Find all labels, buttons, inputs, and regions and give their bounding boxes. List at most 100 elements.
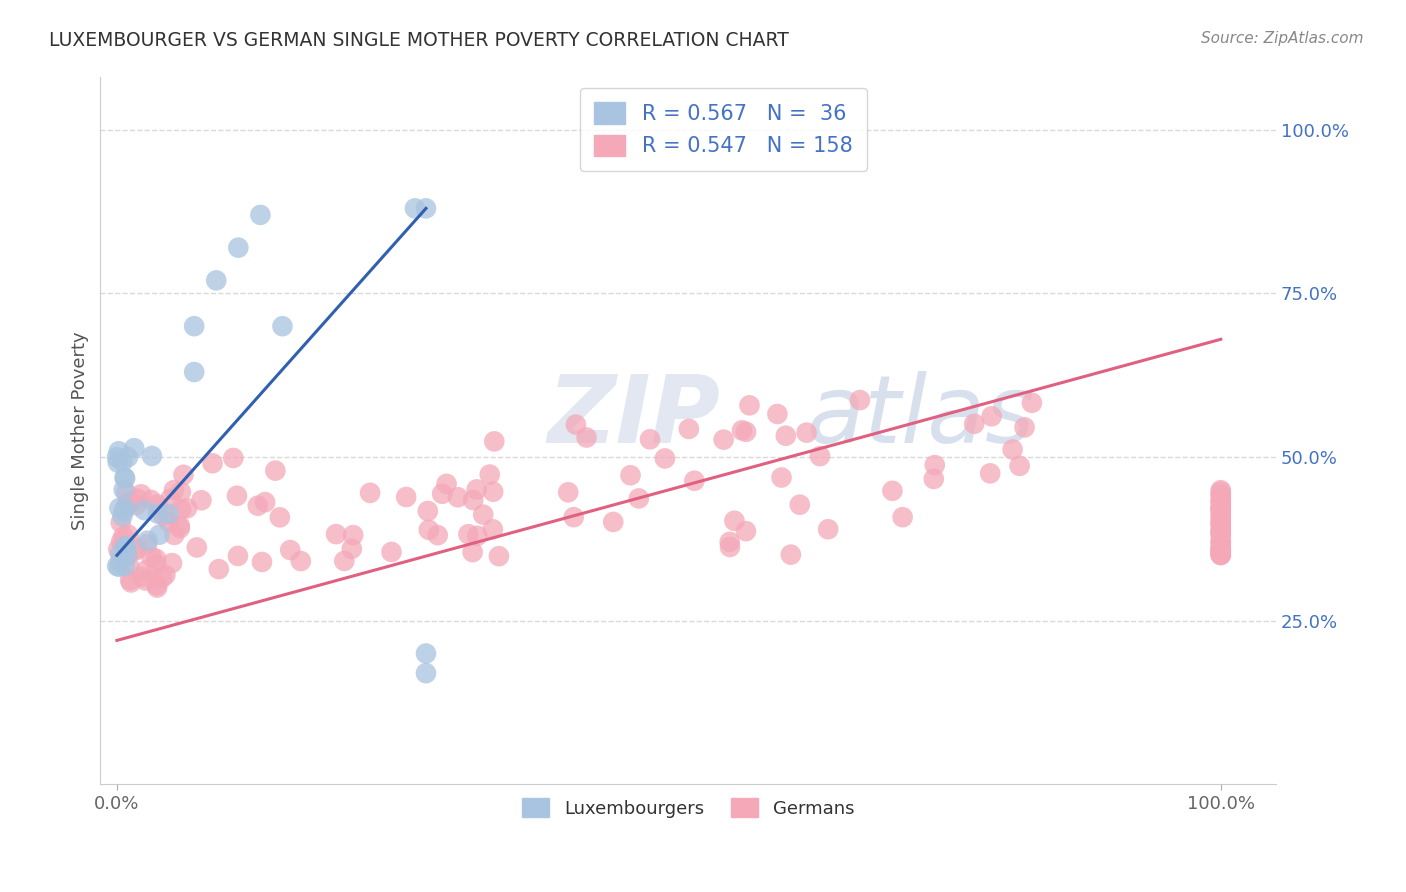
Point [269, 510, 291, 524]
Point [115, 541, 138, 555]
Point [122, 441, 145, 455]
Point [638, 433, 661, 447]
Point [148, 527, 170, 541]
Point [118, 559, 141, 574]
Point [134, 574, 156, 588]
Point [1209, 534, 1232, 549]
Point [159, 491, 181, 506]
Point [108, 501, 131, 516]
Point [117, 450, 139, 464]
Point [1209, 542, 1232, 557]
Point [183, 319, 205, 334]
Point [395, 490, 418, 504]
Text: ZIP: ZIP [547, 371, 720, 463]
Point [415, 202, 437, 216]
Point [110, 516, 132, 530]
Point [325, 527, 347, 541]
Point [1209, 541, 1232, 556]
Point [963, 417, 986, 431]
Point [153, 508, 176, 523]
Point [115, 549, 138, 563]
Point [415, 666, 437, 681]
Point [1209, 515, 1232, 529]
Point [1209, 521, 1232, 535]
Point [201, 456, 224, 470]
Text: LUXEMBOURGER VS GERMAN SINGLE MOTHER POVERTY CORRELATION CHART: LUXEMBOURGER VS GERMAN SINGLE MOTHER POV… [49, 31, 789, 50]
Point [145, 578, 167, 592]
Point [484, 434, 506, 449]
Point [176, 501, 198, 516]
Point [146, 498, 169, 512]
Point [170, 502, 193, 516]
Point [723, 514, 745, 528]
Point [775, 428, 797, 442]
Point [1209, 541, 1232, 555]
Point [141, 549, 163, 564]
Point [770, 470, 793, 484]
Point [160, 556, 183, 570]
Point [170, 485, 193, 500]
Point [1209, 488, 1232, 502]
Point [1209, 543, 1232, 558]
Point [1209, 536, 1232, 550]
Point [250, 555, 273, 569]
Point [290, 554, 312, 568]
Point [1209, 547, 1232, 561]
Point [278, 543, 301, 558]
Point [114, 539, 136, 553]
Point [735, 524, 758, 538]
Point [891, 510, 914, 524]
Point [789, 498, 811, 512]
Point [107, 444, 129, 458]
Point [163, 528, 186, 542]
Point [1209, 543, 1232, 558]
Legend: Luxembourgers, Germans: Luxembourgers, Germans [515, 791, 862, 825]
Point [1209, 526, 1232, 541]
Point [205, 273, 228, 287]
Point [157, 516, 180, 530]
Point [183, 365, 205, 379]
Point [718, 534, 741, 549]
Point [472, 508, 495, 522]
Point [120, 573, 142, 587]
Point [120, 575, 142, 590]
Point [131, 570, 153, 584]
Point [114, 470, 136, 484]
Point [117, 548, 139, 562]
Point [1021, 396, 1043, 410]
Y-axis label: Single Mother Poverty: Single Mother Poverty [72, 332, 89, 530]
Point [1209, 526, 1232, 541]
Point [125, 543, 148, 558]
Point [426, 528, 449, 542]
Point [627, 491, 650, 506]
Point [1209, 544, 1232, 558]
Point [173, 467, 195, 482]
Point [342, 528, 364, 542]
Point [482, 484, 505, 499]
Point [979, 467, 1001, 481]
Point [1209, 548, 1232, 562]
Point [1209, 547, 1232, 561]
Point [163, 483, 186, 497]
Point [125, 498, 148, 512]
Point [416, 504, 439, 518]
Point [114, 558, 136, 573]
Point [1209, 529, 1232, 543]
Point [418, 523, 440, 537]
Point [107, 542, 129, 557]
Point [478, 467, 501, 482]
Point [766, 407, 789, 421]
Point [110, 534, 132, 549]
Point [129, 487, 152, 501]
Point [226, 549, 249, 563]
Point [817, 522, 839, 536]
Point [1209, 484, 1232, 499]
Point [115, 485, 138, 500]
Text: atlas: atlas [806, 371, 1033, 462]
Point [190, 493, 212, 508]
Point [125, 541, 148, 556]
Point [1209, 504, 1232, 518]
Point [157, 507, 180, 521]
Point [735, 425, 758, 439]
Point [467, 529, 489, 543]
